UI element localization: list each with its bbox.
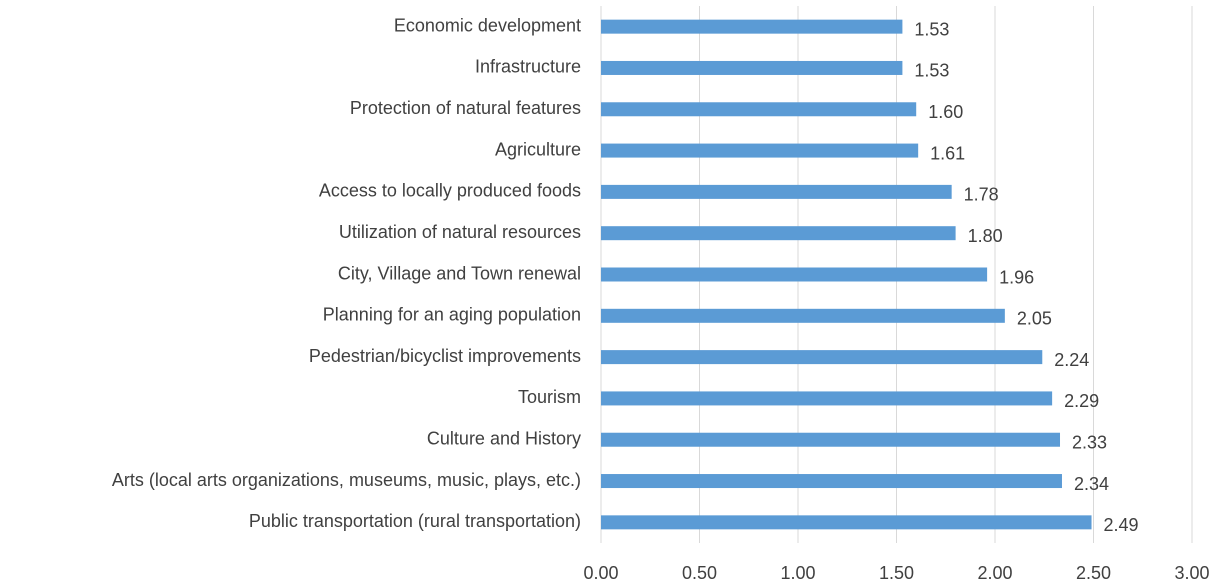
y-tick-label: Culture and History: [427, 428, 581, 448]
y-tick-label: Planning for an aging population: [323, 305, 581, 325]
bar: [601, 267, 988, 282]
x-tick-label: 1.00: [780, 563, 815, 583]
y-tick-label: Arts (local arts organizations, museums,…: [112, 470, 581, 490]
y-tick-label: Utilization of natural resources: [339, 222, 581, 242]
y-tick-label: City, Village and Town renewal: [338, 263, 581, 283]
y-tick-label: Infrastructure: [475, 57, 581, 77]
x-tick-label: 1.50: [879, 563, 914, 583]
data-label: 2.49: [1104, 515, 1139, 535]
data-label: 1.96: [999, 267, 1034, 287]
x-tick-label: 2.50: [1076, 563, 1111, 583]
data-label: 2.34: [1074, 474, 1109, 494]
bar: [601, 226, 956, 241]
y-tick-label: Economic development: [394, 15, 581, 35]
data-label: 1.60: [928, 102, 963, 122]
bar: [601, 432, 1061, 447]
bar: [601, 184, 952, 199]
data-label: 1.53: [914, 19, 949, 39]
bar: [601, 19, 903, 34]
bar: [601, 515, 1092, 530]
x-tick-label: 2.00: [977, 563, 1012, 583]
data-label: 1.78: [964, 185, 999, 205]
x-tick-label: 0.50: [682, 563, 717, 583]
data-label: 1.61: [930, 143, 965, 163]
y-tick-label: Access to locally produced foods: [319, 181, 581, 201]
bar: [601, 143, 919, 158]
bar: [601, 350, 1043, 365]
data-label: 2.29: [1064, 391, 1099, 411]
data-label: 2.33: [1072, 432, 1107, 452]
data-label: 1.80: [968, 226, 1003, 246]
data-label: 1.53: [914, 61, 949, 81]
x-tick-label: 0.00: [583, 563, 618, 583]
bar: [601, 308, 1005, 323]
bar: [601, 391, 1053, 406]
data-label: 2.05: [1017, 309, 1052, 329]
y-tick-label: Pedestrian/bicyclist improvements: [309, 346, 581, 366]
y-tick-label: Protection of natural features: [350, 98, 581, 118]
x-tick-label: 3.00: [1174, 563, 1209, 583]
data-label: 2.24: [1054, 350, 1089, 370]
bar: [601, 102, 917, 117]
bar: [601, 60, 903, 75]
bar: [601, 474, 1062, 489]
y-tick-label: Agriculture: [495, 139, 581, 159]
y-tick-label: Public transportation (rural transportat…: [249, 511, 581, 531]
y-tick-label: Tourism: [518, 387, 581, 407]
